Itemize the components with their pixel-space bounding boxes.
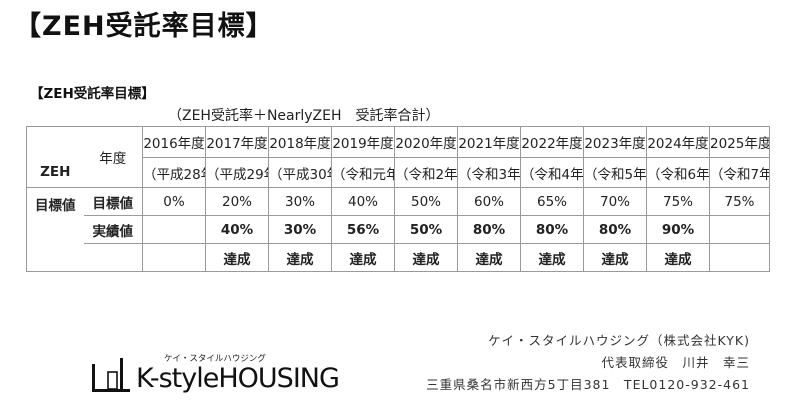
target-cell: 70% [583, 187, 647, 216]
zeh-label: ZEH [26, 126, 84, 188]
target-cell: 20% [205, 187, 269, 216]
actual-cell [142, 215, 206, 244]
target-cell: 50% [394, 187, 458, 216]
actual-cell: 80% [583, 215, 647, 244]
year-cell: 2020年度 [394, 126, 458, 158]
page-title: 【ZEH受託率目標】 [14, 11, 274, 42]
era-cell: （平成29年） [205, 157, 269, 188]
year-cell: 2019年度 [331, 126, 395, 158]
target-cell: 75% [709, 187, 770, 216]
achievement-cell: 達成 [520, 243, 584, 272]
year-cell: 2018年度 [268, 126, 332, 158]
actual-cell: 56% [331, 215, 395, 244]
year-cell: 2024年度 [646, 126, 710, 158]
table-row-years: ZEH 年度 2016年度 2017年度 2018年度 2019年度 2020年… [26, 126, 770, 188]
era-cell: （令和元年） [331, 157, 395, 188]
target-cell: 75% [646, 187, 710, 216]
logo-mark-icon [92, 358, 130, 392]
target-cell: 30% [268, 187, 332, 216]
actual-cell [709, 215, 770, 244]
company-address: 三重県桑名市新西方5丁目381 TEL0120-932-461 [426, 377, 750, 392]
actual-cell: 90% [646, 215, 710, 244]
era-cell: （平成28年） [142, 157, 206, 188]
actual-cell: 80% [520, 215, 584, 244]
target-cell: 65% [520, 187, 584, 216]
achievement-row-label [83, 243, 143, 272]
section-title: 【ZEH受託率目標】 [30, 86, 155, 102]
table-row-targets: 目標値 目標値 0% 20% 30% 40% 50% 60% 65% 70% 7… [26, 187, 770, 272]
table-row-achievements: 達成 達成 達成 達成 達成 達成 達成 達成 [27, 243, 770, 272]
achievement-cell: 達成 [331, 243, 395, 272]
table-row-eras: （平成28年） （平成29年） （平成30年） （令和元年） （令和2年） （令… [27, 157, 770, 188]
era-cell: （令和7年） [709, 157, 770, 188]
year-cell: 2017年度 [205, 126, 269, 158]
company-name: ケイ・スタイルハウジング（株式会社KYK) [488, 333, 750, 348]
actual-cell: 50% [394, 215, 458, 244]
actual-row-label: 実績値 [83, 215, 143, 244]
achievement-cell [709, 243, 770, 272]
achievement-cell: 達成 [205, 243, 269, 272]
target-label: 目標値 [26, 187, 84, 272]
zeh-target-table: ZEH 年度 2016年度 2017年度 2018年度 2019年度 2020年… [26, 126, 770, 272]
era-cell: （令和3年） [457, 157, 521, 188]
achievement-cell: 達成 [457, 243, 521, 272]
target-cell: 60% [457, 187, 521, 216]
achievement-cell: 達成 [268, 243, 332, 272]
company-info: ケイ・スタイルハウジング（株式会社KYK) 代表取締役 川井 幸三 三重県桑名市… [426, 330, 750, 396]
achievement-cell: 達成 [583, 243, 647, 272]
year-cell: 2022年度 [520, 126, 584, 158]
year-label: 年度 [83, 126, 143, 188]
year-cell: 2023年度 [583, 126, 647, 158]
table-subtitle: （ZEH受託率＋NearlyZEH 受託率合計） [168, 108, 440, 124]
actual-cell: 80% [457, 215, 521, 244]
target-row-label: 目標値 [83, 187, 143, 216]
logo-text: K-styleHOUSING [136, 363, 340, 394]
target-cell: 40% [331, 187, 395, 216]
actual-cell: 40% [205, 215, 269, 244]
era-cell: （令和4年） [520, 157, 584, 188]
table-row-actuals: 実績値 40% 30% 56% 50% 80% 80% 80% 90% [27, 215, 770, 244]
achievement-cell: 達成 [394, 243, 458, 272]
logo-subtext: ケイ・スタイルハウジング [164, 354, 266, 364]
achievement-cell [142, 243, 206, 272]
actual-cell: 30% [268, 215, 332, 244]
era-cell: （令和5年） [583, 157, 647, 188]
year-cell: 2016年度 [142, 126, 206, 158]
company-representative: 代表取締役 川井 幸三 [601, 355, 750, 370]
achievement-cell: 達成 [646, 243, 710, 272]
year-cell: 2021年度 [457, 126, 521, 158]
target-cell: 0% [142, 187, 206, 216]
year-cell: 2025年度 [709, 126, 770, 158]
era-cell: （令和6年） [646, 157, 710, 188]
era-cell: （平成30年） [268, 157, 332, 188]
era-cell: （令和2年） [394, 157, 458, 188]
